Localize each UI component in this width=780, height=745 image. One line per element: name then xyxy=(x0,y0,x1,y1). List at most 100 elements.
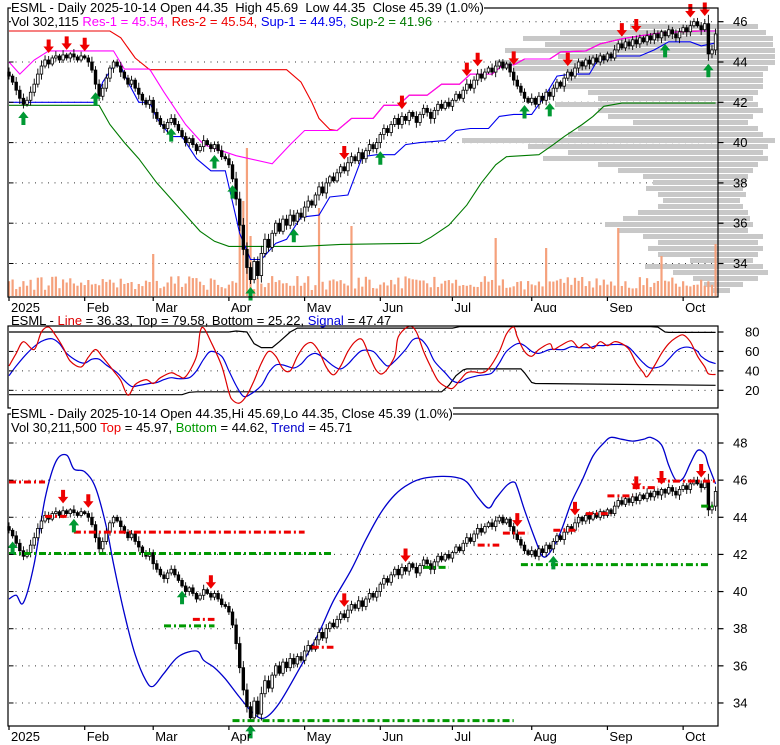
sup1-legend: Sup-1 = 44.95, xyxy=(260,14,351,29)
buy-arrow-icon xyxy=(68,518,80,533)
x-axis-label: Mar xyxy=(155,300,178,312)
y-axis-label: 36 xyxy=(733,658,747,673)
bottom-band xyxy=(9,368,716,396)
buy-arrow-icon xyxy=(227,185,238,199)
x-axis-label: Mar xyxy=(155,729,178,744)
sell-arrow-icon xyxy=(562,52,573,67)
y-axis-label: 34 xyxy=(733,695,747,710)
y-axis-label: 20 xyxy=(745,383,759,398)
bottom-volume-label: Vol 30,211,500 xyxy=(11,420,101,435)
y-axis-label: 44 xyxy=(733,55,747,70)
sell-arrow-icon xyxy=(631,476,642,490)
bottom-level-value: = 44.62, xyxy=(216,420,272,435)
y-axis-label: 44 xyxy=(733,510,747,525)
sup2-legend: Sup-2 = 41.96 xyxy=(350,14,433,29)
buy-arrow-icon xyxy=(7,541,18,556)
buy-arrow-icon xyxy=(245,724,256,739)
line-legend: Line xyxy=(57,313,83,328)
x-axis-label: May xyxy=(307,300,332,312)
indicator-line xyxy=(8,325,716,404)
y-axis-label: 60 xyxy=(745,344,759,359)
x-axis-labels: 2025 Feb Mar Apr May Jun Jul Aug Sep Oct xyxy=(8,297,706,312)
sell-arrow-icon xyxy=(83,494,94,508)
sup2-line xyxy=(9,102,716,247)
x-axis-label: Jul xyxy=(454,729,471,744)
buy-arrow-icon xyxy=(375,151,386,165)
trend-legend: Trend xyxy=(271,420,305,435)
y-axis-labels: 80 60 40 20 xyxy=(9,325,759,398)
buy-arrow-icon xyxy=(659,43,671,58)
middle-symbol: ESML - xyxy=(11,313,58,328)
sell-arrows xyxy=(43,2,710,160)
y-axis-label: 36 xyxy=(733,216,747,231)
trend-value: = 45.71 xyxy=(304,420,353,435)
x-axis-label: Sep xyxy=(609,729,632,744)
sell-arrows xyxy=(57,463,707,607)
sell-arrow-icon xyxy=(400,548,411,562)
sell-arrow-icon xyxy=(508,51,519,65)
sell-arrow-icon xyxy=(685,4,696,18)
y-axis-label: 46 xyxy=(733,14,747,29)
y-axis-label: 48 xyxy=(733,436,747,451)
volume-bars xyxy=(7,148,717,296)
buy-arrow-icon xyxy=(176,590,188,605)
buy-arrow-icon xyxy=(18,111,29,125)
y-axis-label: 42 xyxy=(733,95,747,110)
signal-legend: Signal xyxy=(307,313,344,328)
x-axis-label: Feb xyxy=(87,729,109,744)
x-axis-label: Oct xyxy=(685,300,706,312)
price-volume-chart: 46 44 42 40 38 36 34 2025 Feb Mar Apr May Jun Jul Aug S… xyxy=(7,2,775,312)
y-axis-label: 38 xyxy=(733,175,747,190)
y-axis-label: 80 xyxy=(745,325,759,340)
x-axis-labels: 2025 Feb Mar Apr May Jun Jul Aug Sep Oct xyxy=(8,726,706,744)
x-axis-label: Apr xyxy=(231,729,252,744)
oscillator-chart: 80 60 40 20 xyxy=(7,325,759,409)
volume-by-price-profile xyxy=(462,24,775,293)
x-axis-label: Aug xyxy=(534,300,557,312)
bottom-levels xyxy=(9,504,716,723)
res1-legend: Res-1 = 45.54, xyxy=(82,14,172,29)
sell-arrow-icon xyxy=(57,489,69,504)
sell-arrow-icon xyxy=(61,36,72,50)
gridlines xyxy=(9,442,717,704)
sell-arrow-icon xyxy=(512,513,523,527)
sell-arrow-icon xyxy=(396,95,408,110)
y-axis-label: 40 xyxy=(733,584,747,599)
buy-arrow-icon xyxy=(519,104,530,119)
x-axis-label: Apr xyxy=(231,300,252,312)
y-axis-label: 40 xyxy=(733,135,747,150)
buy-arrow-icon xyxy=(245,286,256,301)
sell-arrow-icon xyxy=(569,501,581,516)
sell-arrow-icon xyxy=(339,145,350,160)
top-panel-title: ESML - Daily 2025-10-14 Open 44.35 High … xyxy=(11,0,484,15)
sell-arrow-icon xyxy=(699,2,710,16)
y-axis-label: 38 xyxy=(733,621,747,636)
trend-line xyxy=(8,436,717,720)
buy-arrow-icon xyxy=(209,154,220,169)
sell-arrow-icon xyxy=(472,52,483,67)
candles xyxy=(7,473,718,722)
buy-arrow-icon xyxy=(166,128,177,142)
sell-arrow-icon xyxy=(461,62,473,77)
buy-arrow-icon xyxy=(288,228,299,243)
bottom-panel-legend: Vol 30,211,500 Top = 45.97, Bottom = 44.… xyxy=(11,420,353,435)
y-axis-label: 46 xyxy=(733,473,747,488)
x-axis-label: Jun xyxy=(382,300,403,312)
signal-value: = 47.47 xyxy=(343,313,392,328)
buy-arrows xyxy=(18,43,714,301)
line-values: = 36.33, Top = 79.58, Bottom = 25.22, xyxy=(82,313,308,328)
x-axis-label: 2025 xyxy=(11,729,40,744)
y-axis-label: 42 xyxy=(733,547,747,562)
buy-arrow-icon xyxy=(703,63,714,78)
top-level-legend: Top xyxy=(100,420,122,435)
x-axis-label: May xyxy=(307,729,332,744)
top-band xyxy=(9,326,716,349)
buy-arrow-icon xyxy=(90,92,101,106)
bottom-level-legend: Bottom xyxy=(175,420,217,435)
top-volume-label: Vol 302,115 xyxy=(11,14,83,29)
sell-arrow-icon xyxy=(695,463,707,478)
y-axis-labels: 48 46 44 42 40 38 36 34 xyxy=(9,436,747,710)
sell-arrow-icon xyxy=(43,39,54,54)
middle-panel-legend: ESML - Line = 36.33, Top = 79.58, Bottom… xyxy=(11,314,391,328)
